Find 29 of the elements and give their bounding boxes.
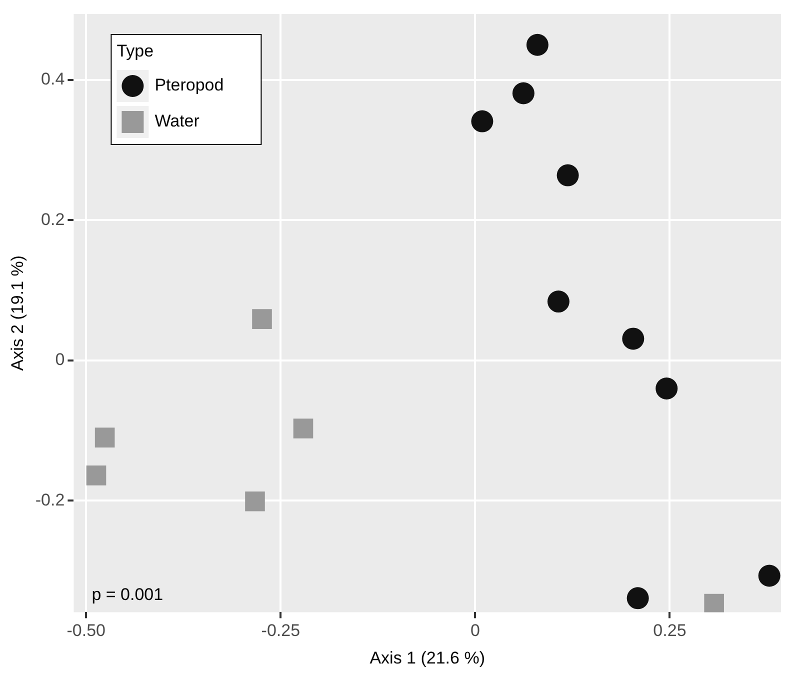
point xyxy=(547,290,570,313)
point xyxy=(512,82,534,104)
point xyxy=(252,309,272,329)
y-tick-label: 0.4 xyxy=(41,70,65,89)
legend-label: Water xyxy=(154,112,200,131)
point xyxy=(86,466,106,486)
legend-title: Type xyxy=(116,42,154,61)
point xyxy=(471,110,494,132)
point xyxy=(293,418,314,438)
point xyxy=(626,587,649,610)
y-tick-label: 0 xyxy=(55,350,65,370)
y-tick-label: -0.2 xyxy=(35,490,65,510)
legend-label: Pteropod xyxy=(154,76,224,95)
point xyxy=(622,328,644,350)
x-tick-label: -0.25 xyxy=(261,621,300,640)
x-axis-title: Axis 1 (21.6 %) xyxy=(370,648,485,668)
x-tick-label: -0.50 xyxy=(66,621,106,640)
x-tick-label: 0 xyxy=(470,621,480,640)
point xyxy=(656,377,678,400)
x-tick-label: 0.25 xyxy=(653,621,686,640)
y-axis-title: Axis 2 (19.1 %) xyxy=(8,255,27,371)
point xyxy=(94,428,115,448)
point xyxy=(758,564,780,587)
point xyxy=(556,164,579,186)
annotation: p = 0.001 xyxy=(92,585,164,604)
point xyxy=(245,491,265,512)
point xyxy=(704,594,724,612)
y-tick-label: 0.2 xyxy=(41,210,65,229)
point xyxy=(526,34,548,56)
